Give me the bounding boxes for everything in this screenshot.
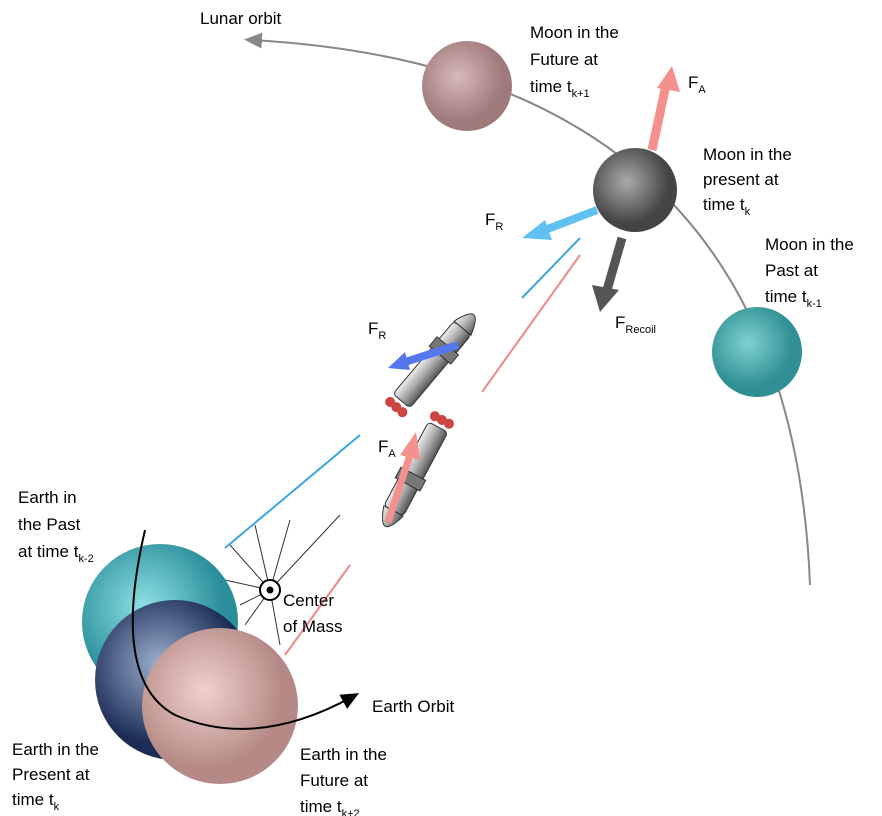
label-line: present at <box>703 170 779 189</box>
label: Lunar orbit <box>200 9 282 28</box>
label-text: F <box>688 73 698 92</box>
subscript: k+1 <box>572 88 590 100</box>
rocket-lower <box>373 409 457 533</box>
label-text: Earth in the <box>300 745 387 764</box>
force-a-arrow-head <box>657 66 680 92</box>
label-text: Center <box>283 591 334 610</box>
subscript: k-1 <box>807 298 822 310</box>
label-line: time tk+1 <box>530 77 590 100</box>
label-line: the Past <box>18 515 81 534</box>
label-text: time t <box>765 287 807 306</box>
label: Earth Orbit <box>372 697 454 716</box>
label-text: F <box>615 313 625 332</box>
moon-future <box>422 41 512 131</box>
label-text: at time t <box>18 542 79 561</box>
label-text: Past at <box>765 261 818 280</box>
label-text: time t <box>703 195 745 214</box>
label-text: F <box>485 210 495 229</box>
force-recoil-arrow-head <box>592 285 619 312</box>
moon-past <box>712 307 802 397</box>
label-line: of Mass <box>283 617 343 636</box>
moon-present <box>593 148 677 232</box>
subscript: A <box>388 448 396 460</box>
label-line: time tk-1 <box>765 287 822 310</box>
force-a-arrow <box>652 85 666 150</box>
field-line <box>225 435 360 548</box>
label-text: Earth in the <box>12 740 99 759</box>
force-label: FR <box>485 210 503 233</box>
subscript: R <box>378 330 386 342</box>
label-line: Moon in the <box>530 23 619 42</box>
subscript: R <box>495 221 503 233</box>
label-line: Earth in the <box>300 745 387 764</box>
subscript: k <box>745 206 751 218</box>
label-line: time tk+2 <box>300 797 360 816</box>
label-text: Future at <box>530 50 598 69</box>
subscript: Recoil <box>625 324 656 336</box>
subscript: k <box>54 801 60 813</box>
field-line <box>482 255 580 392</box>
diagram: Lunar orbit Earth Orbit Moon in the Futur… <box>0 0 882 816</box>
subscript: A <box>698 84 706 96</box>
force-recoil-arrow <box>607 238 622 290</box>
lunar-orbit-path <box>252 40 810 585</box>
label-line: Past at <box>765 261 818 280</box>
rocket-force-a-head <box>400 432 420 460</box>
label-line: Moon in the <box>703 145 792 164</box>
center-of-mass-dot <box>267 587 274 594</box>
label-text: F <box>368 319 378 338</box>
label-line: time tk <box>12 790 60 813</box>
label-text: time t <box>12 790 54 809</box>
force-label: FRecoil <box>615 313 656 336</box>
label-line: Earth in the <box>12 740 99 759</box>
label-text: time t <box>530 77 572 96</box>
force-r-arrow <box>545 210 597 230</box>
field-line <box>285 565 350 655</box>
label-text: time t <box>300 797 342 816</box>
label-text: the Past <box>18 515 81 534</box>
label-text: of Mass <box>283 617 343 636</box>
label-text: Moon in the <box>530 23 619 42</box>
label-line: time tk <box>703 195 751 218</box>
force-label: FA <box>378 437 396 460</box>
label-text: F <box>378 437 388 456</box>
label-line: Future at <box>530 50 598 69</box>
label-line: Center <box>283 591 334 610</box>
label-line: Moon in the <box>765 235 854 254</box>
rocket-force-r-head <box>388 352 410 370</box>
label-text: Moon in the <box>765 235 854 254</box>
force-label: FA <box>688 73 706 96</box>
label-text: Earth in <box>18 488 77 507</box>
force-r-arrow-head <box>522 220 552 240</box>
subscript: k-2 <box>78 553 93 565</box>
force-label: FR <box>368 319 386 342</box>
label-text: Future at <box>300 771 368 790</box>
label-text: present at <box>703 170 779 189</box>
label-text: Moon in the <box>703 145 792 164</box>
label-line: Future at <box>300 771 368 790</box>
label-line: Present at <box>12 765 90 784</box>
label-line: Earth in <box>18 488 77 507</box>
label-text: Present at <box>12 765 90 784</box>
earth-future <box>142 628 298 784</box>
subscript: k+2 <box>342 808 360 816</box>
label-line: at time tk-2 <box>18 542 94 565</box>
